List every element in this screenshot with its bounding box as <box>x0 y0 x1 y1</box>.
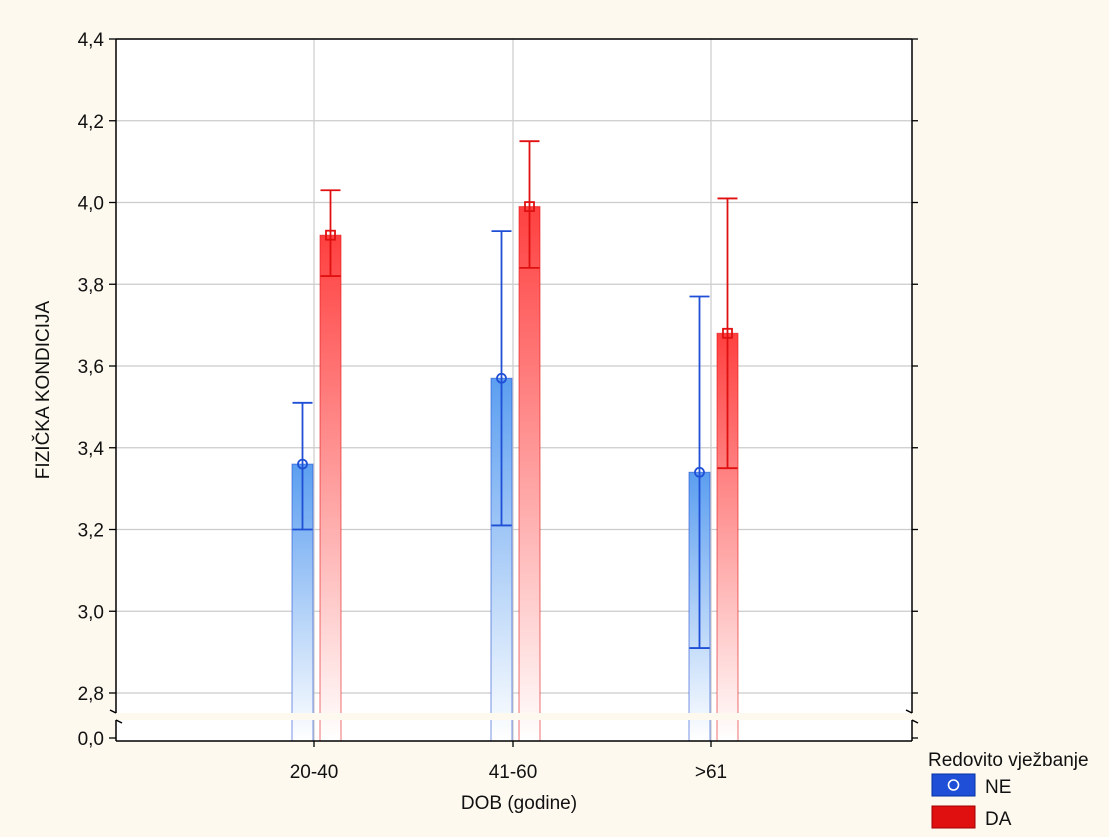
axes <box>108 38 920 742</box>
marker-ne-1 <box>496 372 507 384</box>
x-axis-title: DOB (godine) <box>461 793 577 814</box>
y-axis-ticks: 0,0 2,8 3,0 3,2 3,4 3,6 3,8 4,0 4,2 4,4 <box>78 30 918 750</box>
y-tick-label-8: 4,2 <box>78 112 104 133</box>
y-tick-label-7: 4,0 <box>78 194 104 215</box>
y-tick-label-1: 2,8 <box>78 684 104 705</box>
error-bars <box>292 140 738 649</box>
x-axis-ticks: 20-40 41-60 >61 <box>290 741 727 783</box>
legend-title: Redovito vježbanje <box>928 750 1089 771</box>
axis-break-mark-top-1 <box>905 709 913 714</box>
x-tick-label-0: 20-40 <box>290 762 339 783</box>
marker-ne-2 <box>694 466 705 478</box>
legend-marker-ne <box>947 779 960 791</box>
y-tick-label-6: 3,8 <box>78 275 104 296</box>
y-tick-label-5: 3,6 <box>78 357 104 378</box>
axis-break-mark-top-0 <box>109 709 117 714</box>
bars <box>291 206 739 742</box>
legend-swatch-da <box>931 805 976 829</box>
y-tick-label-3: 3,2 <box>78 521 104 542</box>
y-tick-label-0: 0,0 <box>78 729 104 750</box>
marker-ne-0 <box>297 458 308 470</box>
x-tick-label-1: 41-60 <box>489 762 538 783</box>
x-tick-label-2: >61 <box>695 762 727 783</box>
marker-da-0 <box>325 229 336 241</box>
y-tick-label-2: 3,0 <box>78 602 104 623</box>
bar-da-1 <box>518 206 541 742</box>
axis-break-band <box>108 713 920 720</box>
y-tick-label-9: 4,4 <box>78 30 105 51</box>
plot-area <box>116 39 912 741</box>
y-axis-title: FIZIČKA KONDICIJA <box>32 300 54 479</box>
axis-break-mark-bottom-0 <box>115 719 123 724</box>
marker-da-1 <box>524 201 535 212</box>
legend: Redovito vježbanje NE DA <box>928 750 1089 830</box>
y-tick-label-4: 3,4 <box>78 439 105 460</box>
axis-break-mark-bottom-1 <box>911 719 919 724</box>
bar-da-0 <box>319 234 342 742</box>
legend-label-ne: NE <box>985 777 1011 798</box>
mean-markers <box>297 201 733 478</box>
legend-label-da: DA <box>985 809 1012 830</box>
marker-da-2 <box>722 327 733 339</box>
legend-swatch-ne <box>931 773 976 797</box>
